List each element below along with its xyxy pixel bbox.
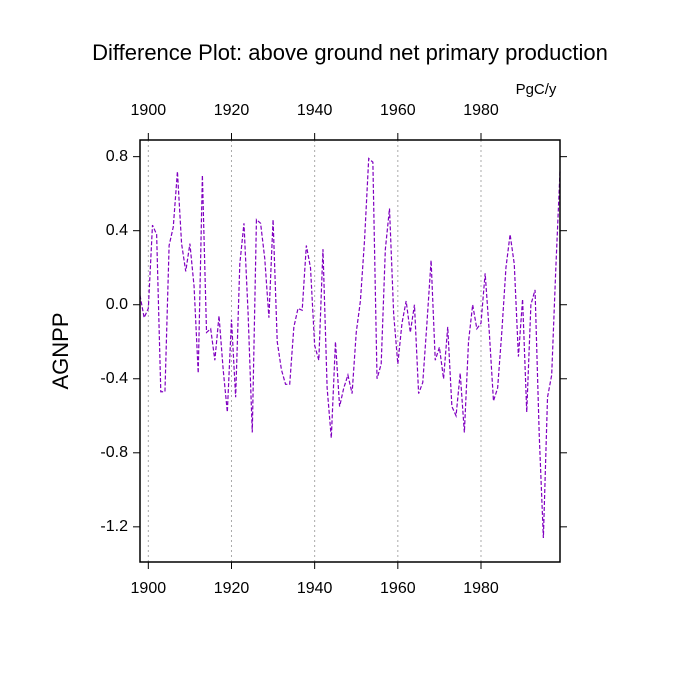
x-tick-label: 1900: [131, 580, 167, 597]
y-tick-label: -0.4: [100, 370, 128, 387]
y-tick-label: 0.0: [106, 296, 128, 313]
y-tick-label: 0.4: [106, 222, 128, 239]
y-axis-label: AGNPP: [48, 312, 73, 389]
chart-title: Difference Plot: above ground net primar…: [92, 40, 608, 65]
y-tick-label: -1.2: [100, 518, 128, 535]
x-tick-label-top: 1960: [380, 102, 416, 119]
x-tick-label-top: 1940: [297, 102, 333, 119]
x-tick-label: 1960: [380, 580, 416, 597]
x-tick-label: 1940: [297, 580, 333, 597]
x-tick-label: 1980: [463, 580, 499, 597]
plot-frame: [139, 139, 561, 563]
x-tick-label-top: 1920: [214, 102, 250, 119]
x-tick-label-top: 1900: [131, 102, 167, 119]
x-tick-label-top: 1980: [463, 102, 499, 119]
y-tick-label: -0.8: [100, 444, 128, 461]
units-label: PgC/y: [516, 81, 557, 98]
y-tick-label: 0.8: [106, 148, 128, 165]
x-tick-label: 1920: [214, 580, 250, 597]
data-line: [139, 157, 561, 538]
